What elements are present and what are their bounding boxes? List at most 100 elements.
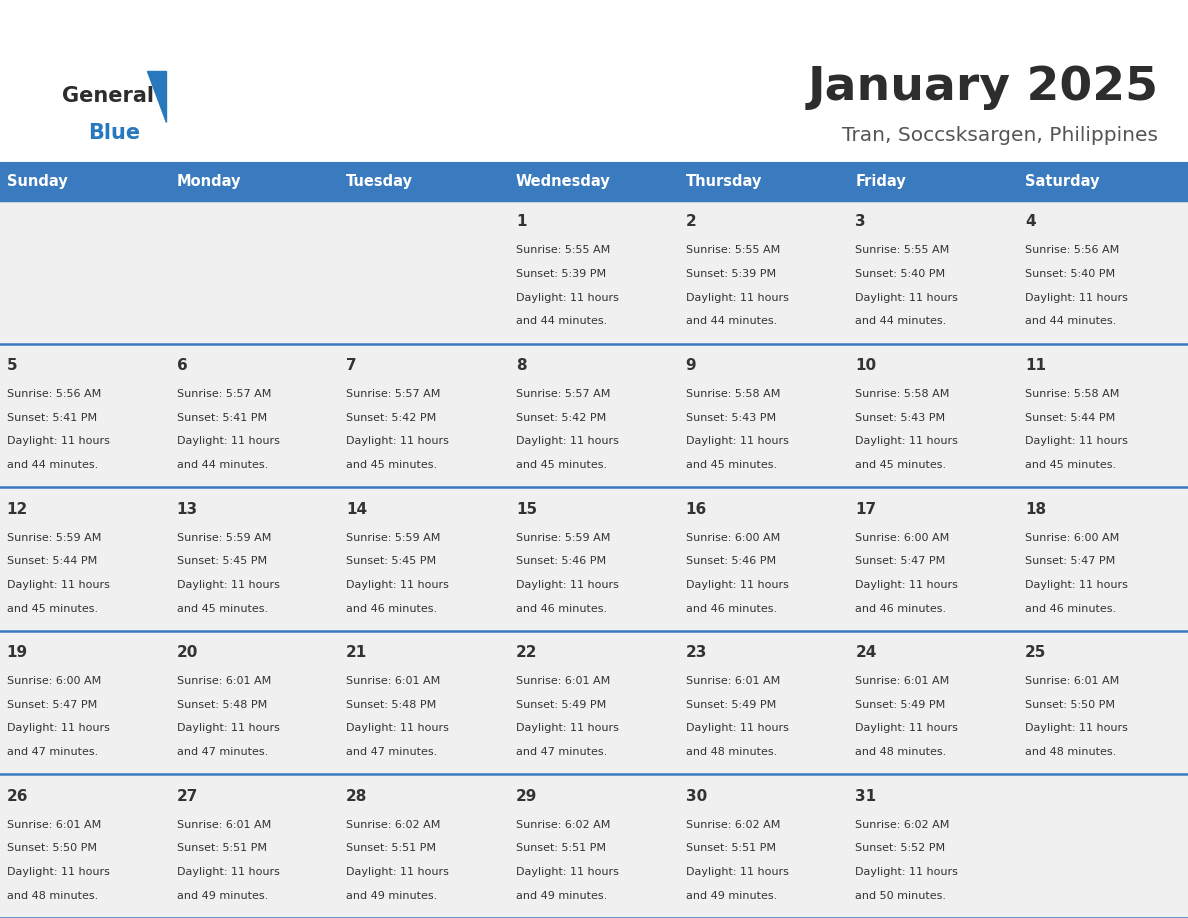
Text: Thursday: Thursday [685,174,762,189]
Bar [510,343,678,487]
Text: 1: 1 [516,215,526,230]
Text: 9: 9 [685,358,696,373]
Text: Sunrise: 5:58 AM: Sunrise: 5:58 AM [685,389,781,399]
Bar [340,631,510,775]
Bar [1018,631,1188,775]
Text: Daylight: 11 hours: Daylight: 11 hours [1025,436,1127,446]
Text: Daylight: 11 hours: Daylight: 11 hours [177,723,279,733]
Text: Daylight: 11 hours: Daylight: 11 hours [685,723,789,733]
Text: 31: 31 [855,789,877,804]
Text: Sunrise: 6:01 AM: Sunrise: 6:01 AM [1025,676,1119,686]
Text: and 45 minutes.: and 45 minutes. [1025,460,1117,470]
Text: 6: 6 [177,358,188,373]
Bar [170,487,340,631]
Text: 27: 27 [177,789,198,804]
Text: Sunrise: 5:55 AM: Sunrise: 5:55 AM [516,245,611,255]
Text: Sunset: 5:51 PM: Sunset: 5:51 PM [177,844,266,854]
Text: Sunset: 5:41 PM: Sunset: 5:41 PM [177,412,266,422]
Text: and 49 minutes.: and 49 minutes. [346,890,437,901]
Bar [1018,200,1188,343]
Text: Daylight: 11 hours: Daylight: 11 hours [685,867,789,877]
Bar [510,200,678,343]
Text: Sunset: 5:43 PM: Sunset: 5:43 PM [685,412,776,422]
Text: 4: 4 [1025,215,1036,230]
Text: Sunrise: 6:02 AM: Sunrise: 6:02 AM [855,820,949,830]
Text: Sunset: 5:47 PM: Sunset: 5:47 PM [855,556,946,566]
Text: Sunrise: 5:56 AM: Sunrise: 5:56 AM [7,389,101,399]
Text: Sunset: 5:44 PM: Sunset: 5:44 PM [7,556,97,566]
Text: Daylight: 11 hours: Daylight: 11 hours [7,580,109,590]
Bar [1018,487,1188,631]
Text: Daylight: 11 hours: Daylight: 11 hours [685,580,789,590]
Text: Sunrise: 5:58 AM: Sunrise: 5:58 AM [1025,389,1119,399]
Text: Sunset: 5:42 PM: Sunset: 5:42 PM [516,412,606,422]
Text: Tuesday: Tuesday [346,174,413,189]
Bar [510,487,678,631]
Text: Friday: Friday [855,174,906,189]
Text: and 45 minutes.: and 45 minutes. [177,603,267,613]
Polygon shape [147,71,166,122]
Text: Sunrise: 6:01 AM: Sunrise: 6:01 AM [685,676,779,686]
Text: and 46 minutes.: and 46 minutes. [855,603,947,613]
Text: Sunrise: 5:59 AM: Sunrise: 5:59 AM [516,532,611,543]
Text: and 44 minutes.: and 44 minutes. [177,460,267,470]
Bar [678,343,848,487]
Text: Sunrise: 5:57 AM: Sunrise: 5:57 AM [516,389,611,399]
Text: Tran, Soccsksargen, Philippines: Tran, Soccsksargen, Philippines [842,127,1158,145]
Text: Saturday: Saturday [1025,174,1100,189]
Text: 22: 22 [516,645,537,660]
Bar [0,343,170,487]
Bar [340,200,510,343]
Text: and 47 minutes.: and 47 minutes. [516,747,607,757]
Bar [678,163,848,200]
Text: Daylight: 11 hours: Daylight: 11 hours [7,867,109,877]
Bar [340,775,510,918]
Text: and 44 minutes.: and 44 minutes. [855,317,947,327]
Bar [170,343,340,487]
Text: Sunrise: 6:00 AM: Sunrise: 6:00 AM [855,532,949,543]
Text: and 50 minutes.: and 50 minutes. [855,890,947,901]
Text: Daylight: 11 hours: Daylight: 11 hours [346,436,449,446]
Text: Daylight: 11 hours: Daylight: 11 hours [1025,293,1127,303]
Text: Sunset: 5:46 PM: Sunset: 5:46 PM [516,556,606,566]
Text: 14: 14 [346,501,367,517]
Text: Sunrise: 5:59 AM: Sunrise: 5:59 AM [177,532,271,543]
Text: Sunrise: 5:55 AM: Sunrise: 5:55 AM [855,245,949,255]
Bar [0,163,170,200]
Bar [170,631,340,775]
Text: 17: 17 [855,501,877,517]
Text: 28: 28 [346,789,367,804]
Text: and 44 minutes.: and 44 minutes. [1025,317,1117,327]
Text: Sunset: 5:49 PM: Sunset: 5:49 PM [855,700,946,710]
Text: Sunset: 5:49 PM: Sunset: 5:49 PM [516,700,606,710]
Text: Sunset: 5:49 PM: Sunset: 5:49 PM [685,700,776,710]
Bar [510,775,678,918]
Bar [1018,775,1188,918]
Text: Daylight: 11 hours: Daylight: 11 hours [685,293,789,303]
Text: Sunrise: 5:59 AM: Sunrise: 5:59 AM [7,532,101,543]
Text: Daylight: 11 hours: Daylight: 11 hours [516,723,619,733]
Text: 23: 23 [685,645,707,660]
Bar [848,775,1018,918]
Text: Sunrise: 6:01 AM: Sunrise: 6:01 AM [177,676,271,686]
Text: Daylight: 11 hours: Daylight: 11 hours [7,723,109,733]
Text: 16: 16 [685,501,707,517]
Text: Sunset: 5:45 PM: Sunset: 5:45 PM [177,556,266,566]
Bar [0,487,170,631]
Text: 7: 7 [346,358,356,373]
Text: Sunset: 5:48 PM: Sunset: 5:48 PM [346,700,436,710]
Text: Sunset: 5:45 PM: Sunset: 5:45 PM [346,556,436,566]
Text: Sunrise: 5:57 AM: Sunrise: 5:57 AM [346,389,441,399]
Text: Sunset: 5:47 PM: Sunset: 5:47 PM [7,700,97,710]
Text: Sunrise: 6:00 AM: Sunrise: 6:00 AM [7,676,101,686]
Text: Sunrise: 6:02 AM: Sunrise: 6:02 AM [516,820,611,830]
Bar [0,200,170,343]
Text: Monday: Monday [177,174,241,189]
Text: 20: 20 [177,645,198,660]
Text: Daylight: 11 hours: Daylight: 11 hours [177,867,279,877]
Text: Sunrise: 6:01 AM: Sunrise: 6:01 AM [346,676,441,686]
Text: and 49 minutes.: and 49 minutes. [177,890,267,901]
Text: Sunset: 5:43 PM: Sunset: 5:43 PM [855,412,946,422]
Bar [678,631,848,775]
Bar [678,487,848,631]
